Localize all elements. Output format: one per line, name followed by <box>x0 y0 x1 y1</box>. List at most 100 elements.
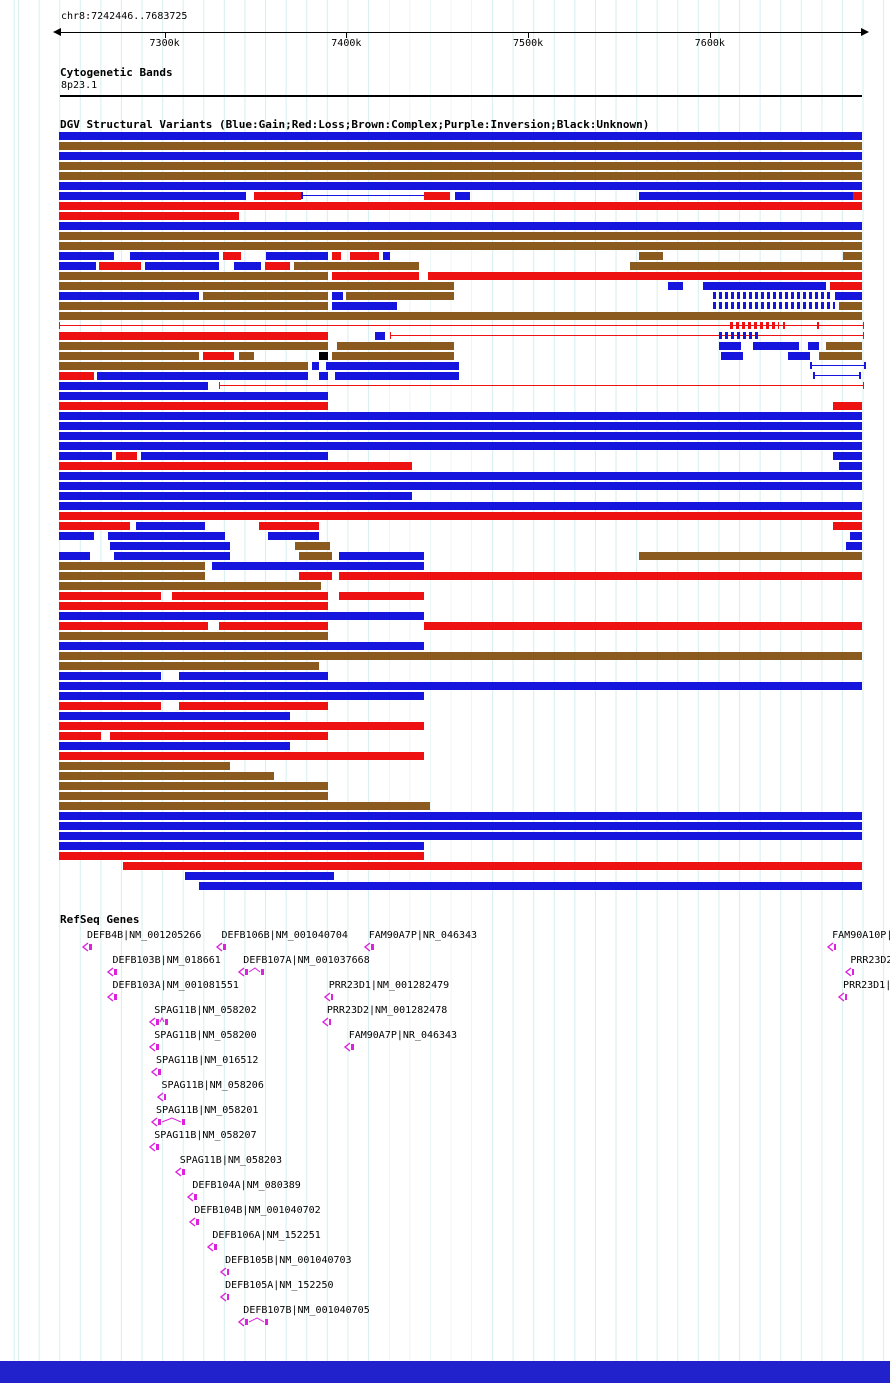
dgv-variant[interactable] <box>59 722 425 730</box>
gene-glyph[interactable] <box>148 1142 163 1152</box>
gene-glyph[interactable] <box>826 942 838 952</box>
dgv-variant[interactable] <box>299 552 332 560</box>
gene-label[interactable]: PRR23D1|NM_001282479 <box>328 980 450 991</box>
dgv-variant[interactable] <box>179 702 329 710</box>
dgv-variant[interactable] <box>179 672 329 680</box>
dgv-variant[interactable] <box>59 742 290 750</box>
dgv-variant[interactable] <box>807 342 819 350</box>
dgv-variant[interactable] <box>59 322 865 329</box>
dgv-variant[interactable] <box>835 292 863 300</box>
gene-glyph[interactable] <box>237 967 265 977</box>
dgv-variant[interactable] <box>59 362 309 370</box>
dgv-variant[interactable] <box>59 762 231 770</box>
gene-glyph[interactable] <box>106 967 118 977</box>
dgv-variant[interactable] <box>59 402 329 410</box>
dgv-variant[interactable] <box>97 372 309 380</box>
gene-glyph[interactable] <box>215 942 228 952</box>
dgv-variant[interactable] <box>718 342 741 350</box>
dgv-variant[interactable] <box>638 552 863 560</box>
gene-glyph[interactable] <box>81 942 96 952</box>
dgv-variant[interactable] <box>713 302 836 309</box>
dgv-variant[interactable] <box>130 252 220 260</box>
dgv-variant[interactable] <box>59 192 247 200</box>
dgv-variant[interactable] <box>202 292 329 300</box>
dgv-variant[interactable] <box>59 412 863 420</box>
dgv-variant[interactable] <box>311 362 320 370</box>
dgv-variant[interactable] <box>144 262 220 270</box>
dgv-variant[interactable] <box>219 622 329 630</box>
gene-glyph[interactable] <box>323 992 334 1002</box>
dgv-variant[interactable] <box>59 602 329 610</box>
dgv-variant[interactable] <box>331 302 398 310</box>
dgv-variant[interactable] <box>184 872 334 880</box>
dgv-variant[interactable] <box>108 532 225 540</box>
dgv-variant[interactable] <box>300 192 429 199</box>
dgv-variant[interactable] <box>718 332 759 339</box>
dgv-variant[interactable] <box>59 732 101 740</box>
dgv-variant[interactable] <box>428 272 863 280</box>
gene-glyph[interactable] <box>150 1117 186 1127</box>
dgv-variant[interactable] <box>59 852 425 860</box>
dgv-variant[interactable] <box>59 492 412 500</box>
dgv-variant[interactable] <box>122 862 863 870</box>
dgv-variant[interactable] <box>199 882 863 890</box>
dgv-variant[interactable] <box>346 292 454 300</box>
coordinate-ruler[interactable]: 7300k 7400k 7500k 7600k <box>0 0 890 58</box>
dgv-variant[interactable] <box>253 192 301 200</box>
dgv-variant[interactable] <box>59 352 200 360</box>
dgv-variant[interactable] <box>809 362 867 369</box>
dgv-variant[interactable] <box>702 282 827 290</box>
dgv-variant[interactable] <box>59 702 161 710</box>
dgv-variant[interactable] <box>833 402 863 410</box>
gene-label[interactable]: DEFB107B|NM_001040705 <box>243 1305 370 1316</box>
dgv-variant[interactable] <box>59 442 863 450</box>
dgv-variant[interactable] <box>59 132 863 140</box>
gene-label[interactable]: SPAG11B|NM_058207 <box>154 1130 257 1141</box>
gene-label[interactable]: DEFB103B|NM_018661 <box>112 955 221 966</box>
gene-label[interactable]: SPAG11B|NM_058201 <box>156 1105 259 1116</box>
gene-label[interactable]: PRR23D2|NM_001282478 <box>326 1005 448 1016</box>
dgv-variant[interactable] <box>99 262 141 270</box>
dgv-variant[interactable] <box>59 282 454 290</box>
gene-label[interactable]: FAM90A7P|NR_046343 <box>368 930 478 941</box>
gene-label[interactable]: SPAG11B|NM_016512 <box>156 1055 259 1066</box>
dgv-variant[interactable] <box>349 252 380 260</box>
dgv-variant[interactable] <box>319 372 329 380</box>
dgv-variant[interactable] <box>59 332 329 340</box>
dgv-variant[interactable] <box>720 352 743 360</box>
cytoband-track[interactable] <box>60 95 862 97</box>
dgv-variant[interactable] <box>846 542 863 550</box>
gene-glyph[interactable] <box>174 1167 185 1177</box>
dgv-variant[interactable] <box>59 642 425 650</box>
gene-glyph[interactable] <box>363 942 381 952</box>
gene-label[interactable]: DEFB107A|NM_001037668 <box>243 955 370 966</box>
dgv-variant[interactable] <box>59 812 863 820</box>
dgv-variant[interactable] <box>59 622 209 630</box>
dgv-variant[interactable] <box>219 382 865 389</box>
gene-glyph[interactable] <box>106 992 118 1002</box>
dgv-variant[interactable] <box>849 532 863 540</box>
dgv-variant[interactable] <box>335 372 460 380</box>
dgv-variant[interactable] <box>337 342 454 350</box>
dgv-variant[interactable] <box>339 572 863 580</box>
gene-label[interactable]: DEFB106B|NM_001040704 <box>221 930 348 941</box>
dgv-variant[interactable] <box>629 262 863 270</box>
dgv-variant[interactable] <box>59 682 863 690</box>
dgv-variant[interactable] <box>331 272 420 280</box>
dgv-variant[interactable] <box>110 542 230 550</box>
dgv-variant[interactable] <box>59 802 430 810</box>
gene-glyph[interactable] <box>148 1016 169 1027</box>
dgv-variant[interactable] <box>222 252 241 260</box>
dgv-variant[interactable] <box>375 332 385 340</box>
dgv-variant[interactable] <box>818 352 863 360</box>
gene-label[interactable]: FAM90A10P|N <box>832 930 890 941</box>
dgv-variant[interactable] <box>113 552 231 560</box>
dgv-variant[interactable] <box>295 542 330 550</box>
gene-label[interactable]: DEFB106A|NM_152251 <box>212 1230 321 1241</box>
gene-glyph[interactable] <box>186 1192 201 1202</box>
dgv-variant[interactable] <box>59 232 863 240</box>
dgv-variant[interactable] <box>713 292 830 299</box>
gene-label[interactable]: DEFB4B|NM_001205266 <box>86 930 202 941</box>
dgv-variant[interactable] <box>135 522 205 530</box>
dgv-variant[interactable] <box>382 252 390 260</box>
